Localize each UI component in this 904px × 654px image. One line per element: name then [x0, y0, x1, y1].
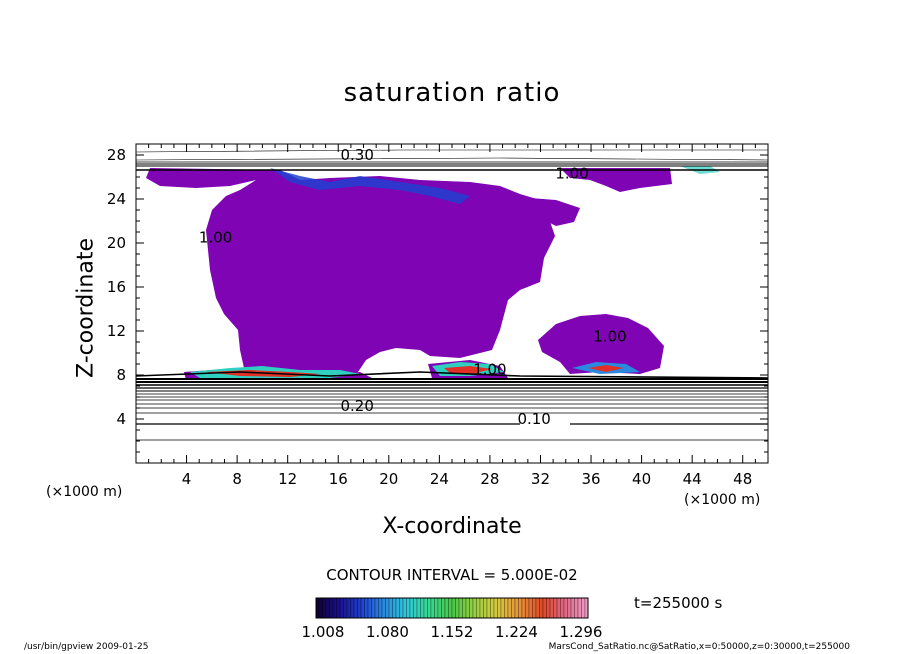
contour-interval: CONTOUR INTERVAL = 5.000E-02: [326, 566, 578, 584]
x-tick-label: 32: [531, 470, 550, 488]
supersat-region-main: [146, 168, 555, 376]
high-region-right-core: [588, 365, 624, 372]
y-axis-label: Z-coordinate: [73, 238, 99, 378]
x-tick-label: 40: [632, 470, 651, 488]
contour-label: 0.10: [517, 410, 550, 428]
y-tick-label: 16: [107, 278, 126, 296]
contour-label: 1.00: [593, 328, 626, 346]
low-region-top: [270, 168, 470, 204]
y-tick-label: 28: [107, 146, 126, 164]
axis-ticks: [136, 144, 768, 463]
x-tick-label: 16: [329, 470, 348, 488]
y-tick-labels: 4 8 12 16 20 24 28: [107, 146, 126, 428]
footer-right: MarsCond_SatRatio.nc@SatRatio,x=0:50000,…: [548, 642, 850, 652]
x-tick-labels: 4 8 12 16 20 24 28 32 36 40 44 48: [182, 470, 752, 488]
contour-lines: [136, 149, 768, 441]
high-region-mid-core: [444, 366, 492, 374]
x-tick-label: 36: [581, 470, 600, 488]
y-tick-label: 8: [116, 366, 126, 384]
colorbar-tick-label: 1.080: [366, 623, 409, 641]
colorbar-tick-labels: 1.008 1.080 1.152 1.224 1.296: [302, 623, 603, 641]
x-tick-label: 8: [232, 470, 242, 488]
contour-label: 0.30: [340, 146, 373, 164]
supersat-patch-upper: [530, 198, 580, 226]
supersat-region-right: [538, 314, 664, 374]
x-tick-label: 20: [379, 470, 398, 488]
contour-label: 0.20: [340, 397, 373, 415]
x-axis-label: X-coordinate: [382, 514, 522, 539]
y-axis-unit: (×1000 m): [46, 484, 123, 500]
x-tick-label: 28: [480, 470, 499, 488]
chart-title: saturation ratio: [343, 78, 561, 108]
x-tick-label: 48: [733, 470, 752, 488]
colorbar-tick-label: 1.152: [431, 623, 474, 641]
supersat-region-top-right: [560, 168, 672, 192]
footer-left: /usr/bin/gpview 2009-01-25: [24, 642, 149, 652]
x-tick-label: 24: [430, 470, 449, 488]
time-label: t=255000 s: [634, 594, 723, 612]
y-tick-label: 20: [107, 234, 126, 252]
y-tick-label: 24: [107, 190, 126, 208]
colorbar-tick-label: 1.296: [560, 623, 603, 641]
x-tick-label: 44: [683, 470, 702, 488]
contour-label: 1.00: [473, 361, 506, 379]
x-tick-label: 4: [182, 470, 192, 488]
y-tick-label: 4: [116, 410, 126, 428]
colorbar-tick-label: 1.224: [495, 623, 538, 641]
contour-label: 1.00: [555, 165, 588, 183]
contour-labels: 0.10 0.20 1.00 1.00 1.00 1.00 0.30: [199, 146, 627, 428]
x-axis-unit: (×1000 m): [684, 492, 761, 508]
x-tick-label: 12: [278, 470, 297, 488]
colorbar-tick-label: 1.008: [302, 623, 345, 641]
y-tick-label: 12: [107, 322, 126, 340]
contour-label: 1.00: [199, 229, 232, 247]
plot-area: [136, 149, 768, 441]
